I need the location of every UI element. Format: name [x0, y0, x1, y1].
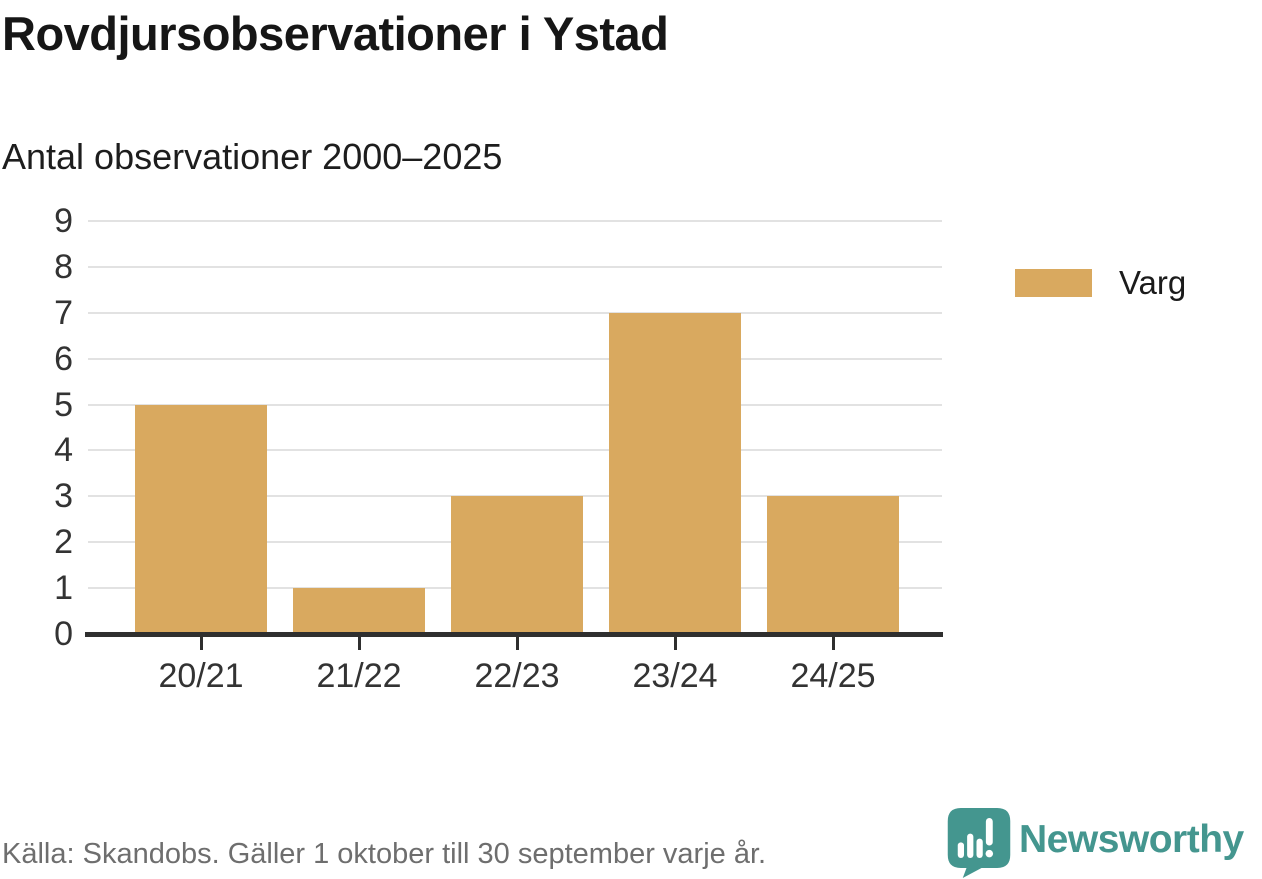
y-tick-label-1: 1	[54, 569, 73, 608]
legend-swatch-varg	[1015, 269, 1092, 297]
brand-logo: Newsworthy	[947, 808, 1244, 878]
x-tick-label-22/23: 22/23	[474, 657, 560, 695]
y-tick-label-4: 4	[54, 431, 73, 470]
x-tick-24/25	[831, 637, 835, 650]
chart-subtitle: Antal observationer 2000–2025	[2, 136, 503, 177]
logo-bar-2	[967, 833, 974, 858]
x-tick-label-20/21: 20/21	[158, 657, 244, 695]
x-tick-21/22	[357, 637, 361, 650]
logo-exclamation-stem	[985, 818, 993, 846]
x-tick-22/23	[515, 637, 519, 650]
gridline-5	[88, 403, 942, 406]
x-tick-label-24/25: 24/25	[790, 657, 876, 695]
gridline-9	[88, 220, 942, 222]
x-tick-23/24	[673, 637, 677, 650]
source-note: Källa: Skandobs. Gäller 1 oktober till 3…	[2, 838, 767, 870]
bar-21/22	[293, 588, 425, 634]
y-tick-label-3: 3	[54, 477, 73, 516]
gridline-6	[88, 357, 942, 360]
gridline-7	[88, 311, 942, 314]
gridline-3	[88, 495, 942, 498]
y-tick-label-6: 6	[54, 339, 73, 378]
legend-label: Varg	[1119, 264, 1187, 301]
y-tick-label-0: 0	[54, 615, 73, 653]
x-tick-label-21/22: 21/22	[316, 657, 402, 695]
y-tick-label-9: 9	[54, 202, 73, 240]
gridline-4	[88, 449, 942, 452]
y-tick-label-5: 5	[54, 385, 73, 424]
legend: Varg	[1015, 264, 1186, 302]
x-tick-label-23/24: 23/24	[632, 657, 718, 695]
logo-exclamation-dot	[985, 849, 994, 858]
chart-title: Rovdjursobservationer i Ystad	[2, 7, 669, 60]
plot-area	[88, 220, 942, 634]
x-axis-line	[85, 632, 943, 637]
gridline-8	[88, 265, 942, 268]
logo-bar-3	[976, 838, 983, 858]
y-tick-label-2: 2	[54, 523, 73, 562]
bar-23/24	[609, 312, 741, 634]
brand-wordmark: Newsworthy	[1019, 818, 1244, 861]
logo-bar-1	[957, 842, 964, 858]
y-tick-label-7: 7	[54, 293, 73, 332]
newsworthy-bubble-icon	[947, 808, 1011, 878]
x-tick-20/21	[199, 637, 203, 650]
bar-22/23	[451, 496, 583, 634]
bar-24/25	[767, 496, 899, 634]
bar-20/21	[135, 404, 267, 634]
y-tick-label-8: 8	[54, 247, 73, 286]
